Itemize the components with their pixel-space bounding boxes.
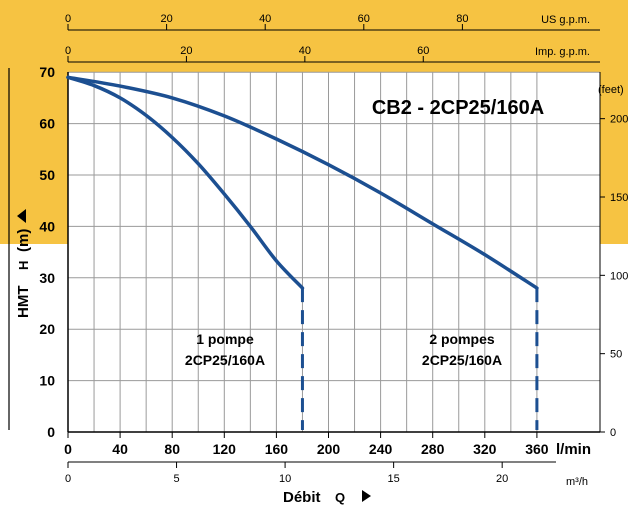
y-tick-label: 10 bbox=[39, 373, 55, 389]
m3h-tick-label: 20 bbox=[496, 473, 508, 485]
x-unit-alt-label: m³/h bbox=[566, 476, 588, 488]
us-gpm-tick-label: 80 bbox=[456, 13, 468, 25]
x-tick-label: 280 bbox=[421, 441, 445, 457]
feet-tick-label: 0 bbox=[610, 427, 616, 439]
top-imp-unit-label: Imp. g.p.m. bbox=[535, 46, 590, 58]
feet-tick-label: 50 bbox=[610, 349, 622, 361]
y-tick-label: 50 bbox=[39, 167, 55, 183]
y-axis-unit: (m) bbox=[15, 229, 32, 252]
y-axis-symbol: H bbox=[16, 261, 31, 270]
y-tick-label: 40 bbox=[39, 218, 55, 234]
x-tick-label: 200 bbox=[317, 441, 341, 457]
imp-gpm-tick-label: 20 bbox=[180, 45, 192, 57]
x-tick-label: 320 bbox=[473, 441, 497, 457]
x-tick-label: 0 bbox=[64, 441, 72, 457]
us-gpm-tick-label: 0 bbox=[65, 13, 71, 25]
y-tick-label: 60 bbox=[39, 116, 55, 132]
y-tick-label: 30 bbox=[39, 270, 55, 286]
m3h-tick-label: 15 bbox=[388, 473, 400, 485]
x-axis-title: Débit bbox=[283, 489, 321, 506]
us-gpm-tick-label: 20 bbox=[160, 13, 172, 25]
x-axis-arrow-icon bbox=[362, 490, 371, 502]
y-tick-label: 20 bbox=[39, 321, 55, 337]
x-tick-label: 40 bbox=[112, 441, 128, 457]
imp-gpm-tick-label: 40 bbox=[299, 45, 311, 57]
series-2-label-line2: 2CP25/160A bbox=[422, 352, 502, 368]
m3h-tick-label: 5 bbox=[173, 473, 179, 485]
series-1-label-line1: 1 pompe bbox=[196, 331, 254, 347]
series-1-label-line2: 2CP25/160A bbox=[185, 352, 265, 368]
x-tick-label: 80 bbox=[164, 441, 180, 457]
us-gpm-tick-label: 60 bbox=[358, 13, 370, 25]
series-2-label-line1: 2 pompes bbox=[429, 331, 495, 347]
chart-title: CB2 - 2CP25/160A bbox=[372, 97, 544, 119]
imp-gpm-tick-label: 0 bbox=[65, 45, 71, 57]
us-gpm-tick-label: 40 bbox=[259, 13, 271, 25]
x-tick-label: 360 bbox=[525, 441, 549, 457]
feet-tick-label: 200 bbox=[610, 114, 628, 126]
m3h-tick-label: 10 bbox=[279, 473, 291, 485]
x-tick-label: 120 bbox=[213, 441, 237, 457]
feet-tick-label: 100 bbox=[610, 270, 628, 282]
feet-tick-label: 150 bbox=[610, 192, 628, 204]
plot-area-background bbox=[68, 72, 600, 432]
right-unit-label: (feet) bbox=[598, 84, 624, 96]
top-us-unit-label: US g.p.m. bbox=[541, 14, 590, 26]
x-axis-symbol: Q bbox=[335, 490, 345, 505]
x-tick-label: 160 bbox=[265, 441, 289, 457]
y-tick-label: 0 bbox=[47, 424, 55, 440]
y-axis-title: HMT bbox=[15, 286, 32, 319]
x-tick-label: 240 bbox=[369, 441, 393, 457]
m3h-tick-label: 0 bbox=[65, 473, 71, 485]
imp-gpm-tick-label: 60 bbox=[417, 45, 429, 57]
y-tick-label: 70 bbox=[39, 64, 55, 80]
x-unit-label: l/min bbox=[556, 441, 591, 458]
